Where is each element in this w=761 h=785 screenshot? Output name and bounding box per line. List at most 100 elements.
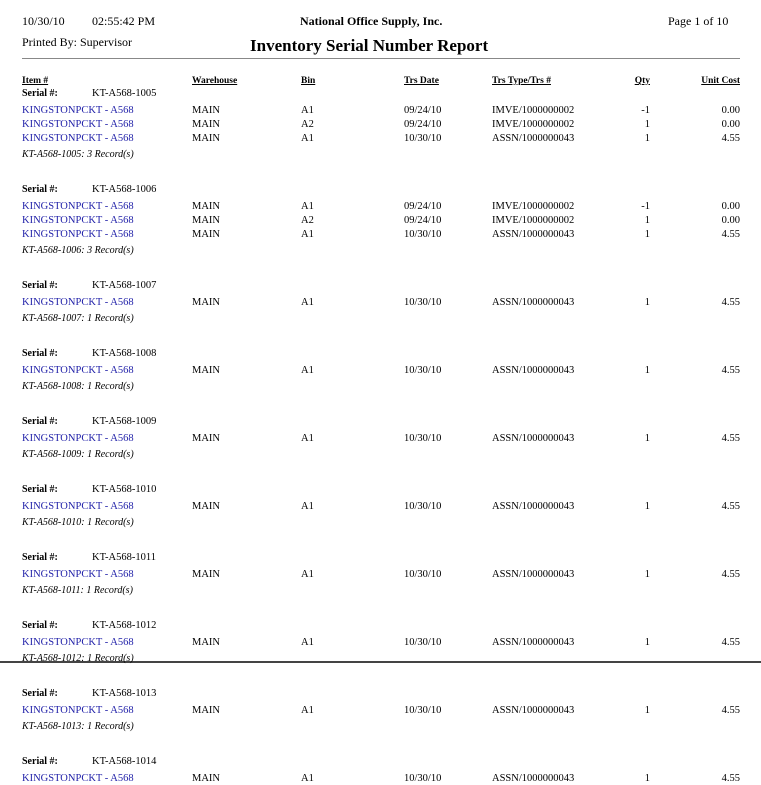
trs-type: ASSN/1000000043	[492, 365, 575, 376]
qty: 1	[644, 773, 650, 784]
item-link[interactable]: KINGSTONPCKT - A568	[22, 365, 134, 376]
printed-by: Printed By: Supervisor	[22, 35, 132, 49]
serial-label: Serial #:	[22, 620, 58, 631]
item-link[interactable]: KINGSTONPCKT - A568	[22, 105, 134, 116]
trs-date: 10/30/10	[404, 133, 442, 144]
warehouse: MAIN	[192, 637, 220, 648]
trs-type: ASSN/1000000043	[492, 773, 575, 784]
unit-cost: 4.55	[721, 501, 740, 512]
bin: A2	[301, 119, 314, 130]
serial-label: Serial #:	[22, 552, 58, 563]
group-footer: KT-A568-1007: 1 Record(s)	[22, 313, 134, 324]
serial-label: Serial #:	[22, 416, 58, 427]
trs-date: 10/30/10	[404, 229, 442, 240]
group-footer: KT-A568-1011: 1 Record(s)	[22, 585, 133, 596]
serial-label: Serial #:	[22, 88, 58, 99]
warehouse: MAIN	[192, 229, 220, 240]
trs-type: ASSN/1000000043	[492, 569, 575, 580]
serial-number: KT-A568-1014	[92, 756, 157, 767]
group-footer: KT-A568-1006: 3 Record(s)	[22, 245, 134, 256]
column-header: Warehouse	[192, 76, 238, 86]
trs-date: 10/30/10	[404, 569, 442, 580]
serial-number: KT-A568-1010	[92, 484, 157, 495]
trs-type: ASSN/1000000043	[492, 501, 575, 512]
warehouse: MAIN	[192, 365, 220, 376]
print-date: 10/30/10	[22, 14, 65, 28]
serial-number: KT-A568-1012	[92, 620, 157, 631]
item-link[interactable]: KINGSTONPCKT - A568	[22, 773, 134, 784]
bin: A1	[301, 433, 314, 444]
unit-cost: 0.00	[721, 119, 740, 130]
warehouse: MAIN	[192, 297, 220, 308]
trs-date: 09/24/10	[404, 105, 442, 116]
unit-cost: 4.55	[721, 433, 740, 444]
qty: 1	[644, 133, 650, 144]
qty: 1	[644, 705, 650, 716]
qty: 1	[644, 365, 650, 376]
unit-cost: 4.55	[721, 133, 740, 144]
item-link[interactable]: KINGSTONPCKT - A568	[22, 215, 134, 226]
item-link[interactable]: KINGSTONPCKT - A568	[22, 229, 134, 240]
unit-cost: 4.55	[721, 773, 740, 784]
bin: A1	[301, 773, 314, 784]
item-link[interactable]: KINGSTONPCKT - A568	[22, 133, 134, 144]
group-footer: KT-A568-1005: 3 Record(s)	[22, 149, 134, 160]
unit-cost: 0.00	[721, 105, 740, 116]
trs-date: 09/24/10	[404, 201, 442, 212]
warehouse: MAIN	[192, 705, 220, 716]
group-footer: KT-A568-1013: 1 Record(s)	[22, 721, 134, 732]
qty: -1	[641, 201, 650, 212]
page-number: Page 1 of 10	[668, 14, 729, 28]
item-link[interactable]: KINGSTONPCKT - A568	[22, 297, 134, 308]
warehouse: MAIN	[192, 105, 220, 116]
unit-cost: 4.55	[721, 365, 740, 376]
trs-date: 09/24/10	[404, 215, 442, 226]
group-footer: KT-A568-1010: 1 Record(s)	[22, 517, 134, 528]
qty: 1	[644, 501, 650, 512]
header-rule	[22, 58, 740, 59]
unit-cost: 4.55	[721, 637, 740, 648]
trs-date: 10/30/10	[404, 705, 442, 716]
item-link[interactable]: KINGSTONPCKT - A568	[22, 201, 134, 212]
item-link[interactable]: KINGSTONPCKT - A568	[22, 119, 134, 130]
serial-label: Serial #:	[22, 348, 58, 359]
trs-date: 10/30/10	[404, 501, 442, 512]
trs-type: ASSN/1000000043	[492, 297, 575, 308]
trs-type: IMVE/1000000002	[492, 201, 575, 212]
item-link[interactable]: KINGSTONPCKT - A568	[22, 705, 134, 716]
trs-type: ASSN/1000000043	[492, 705, 575, 716]
warehouse: MAIN	[192, 433, 220, 444]
item-link[interactable]: KINGSTONPCKT - A568	[22, 433, 134, 444]
item-link[interactable]: KINGSTONPCKT - A568	[22, 637, 134, 648]
group-footer: KT-A568-1012: 1 Record(s)	[22, 653, 134, 664]
qty: 1	[644, 215, 650, 226]
warehouse: MAIN	[192, 773, 220, 784]
serial-number: KT-A568-1006	[92, 184, 157, 195]
item-link[interactable]: KINGSTONPCKT - A568	[22, 569, 134, 580]
serial-label: Serial #:	[22, 688, 58, 699]
bin: A1	[301, 229, 314, 240]
group-footer: KT-A568-1008: 1 Record(s)	[22, 381, 134, 392]
trs-type: ASSN/1000000043	[492, 133, 575, 144]
company: National Office Supply, Inc.	[300, 14, 443, 28]
report-title: Inventory Serial Number Report	[250, 36, 489, 55]
column-header: Unit Cost	[701, 76, 740, 86]
group-footer: KT-A568-1009: 1 Record(s)	[22, 449, 134, 460]
page: 10/30/10 02:55:42 PM National Office Sup…	[0, 14, 761, 784]
bottom-border	[0, 661, 761, 663]
column-header: Trs Date	[404, 76, 439, 86]
print-time: 02:55:42 PM	[92, 14, 156, 28]
column-header: Qty	[634, 76, 650, 86]
qty: -1	[641, 105, 650, 116]
unit-cost: 4.55	[721, 705, 740, 716]
qty: 1	[644, 229, 650, 240]
trs-date: 09/24/10	[404, 119, 442, 130]
serial-number: KT-A568-1007	[92, 280, 157, 291]
trs-type: ASSN/1000000043	[492, 637, 575, 648]
qty: 1	[644, 297, 650, 308]
item-link[interactable]: KINGSTONPCKT - A568	[22, 501, 134, 512]
serial-number: KT-A568-1005	[92, 88, 157, 99]
bin: A1	[301, 501, 314, 512]
warehouse: MAIN	[192, 215, 220, 226]
bin: A1	[301, 133, 314, 144]
